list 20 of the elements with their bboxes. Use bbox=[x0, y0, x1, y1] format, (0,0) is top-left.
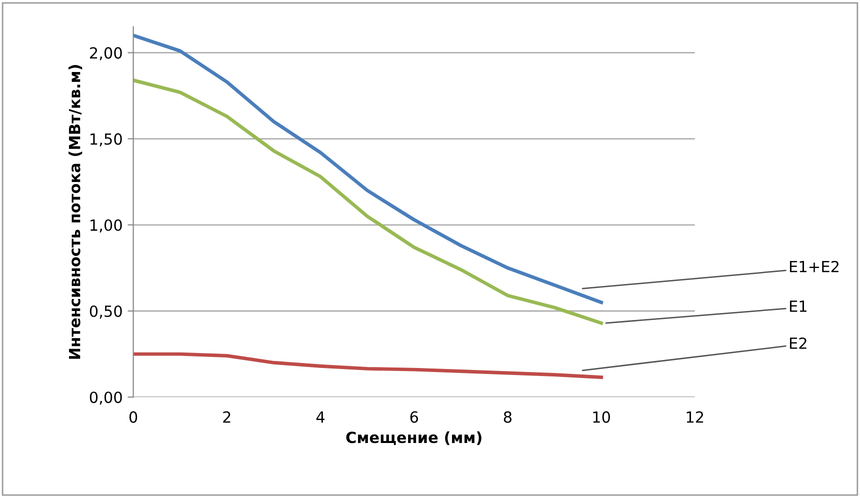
line-series bbox=[133, 34, 604, 304]
y-tick-label: 1,50 bbox=[90, 133, 122, 146]
y-tick-label: 2,00 bbox=[90, 47, 122, 60]
line-series bbox=[133, 78, 604, 325]
x-axis-title: Смещение (мм) bbox=[346, 431, 482, 446]
x-tick-label: 0 bbox=[129, 411, 138, 423]
x-tick-label: 12 bbox=[686, 411, 704, 423]
y-tick-label: 0,00 bbox=[90, 392, 122, 405]
line-series bbox=[133, 352, 604, 380]
y-axis-title: Интенсивность потока (МВт/кв.м) bbox=[68, 65, 82, 359]
y-tick-label: 1,00 bbox=[90, 219, 122, 232]
x-tick-label: 10 bbox=[593, 411, 610, 423]
x-tick-label: 8 bbox=[504, 411, 512, 423]
text: E1+E2 bbox=[790, 260, 838, 272]
x-tick-label: 2 bbox=[223, 411, 230, 423]
x-tick-label: 6 bbox=[410, 411, 418, 423]
text: E1 bbox=[790, 300, 806, 312]
y-tick-label: 0,50 bbox=[90, 305, 122, 319]
text: E2 bbox=[790, 337, 806, 349]
x-tick-label: 4 bbox=[316, 411, 324, 423]
